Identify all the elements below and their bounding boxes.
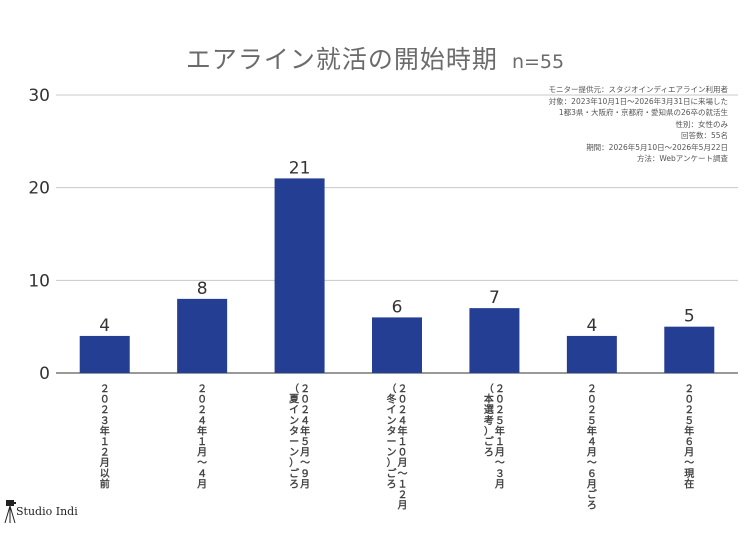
data-label: 7 — [489, 288, 500, 308]
x-tick-label: ２０２５年１月〜３月 — [494, 383, 505, 490]
data-label: 6 — [392, 297, 403, 317]
logo-text: Studio Indi — [16, 505, 78, 518]
camera-tripod-icon — [4, 500, 16, 524]
y-tick-label: 30 — [28, 86, 50, 106]
survey-note: 回答数：55名 — [680, 131, 728, 140]
data-label: 4 — [99, 316, 110, 336]
x-tick-label: ２０２４年１０月〜１２月 — [397, 383, 408, 512]
survey-note: 期間：2026年5月10日〜2026年5月22日 — [586, 142, 728, 152]
survey-note: モニター提供元：スタジオインディエアライン利用者 — [548, 85, 728, 94]
bar — [469, 308, 520, 373]
chart-title: エアライン就活の開始時期 — [185, 45, 498, 74]
bar — [566, 335, 617, 373]
bar — [177, 298, 228, 373]
y-tick-label: 20 — [28, 179, 50, 199]
survey-notes: モニター提供元：スタジオインディエアライン利用者 対象：2023年10月1日〜2… — [549, 84, 728, 165]
x-tick-label: （夏インターン）ごろ — [288, 382, 300, 490]
x-tick-label: ２０２４年５月〜９月 — [299, 383, 310, 490]
studio-logo: Studio Indi — [4, 498, 99, 526]
bar — [274, 178, 325, 373]
sample-size: n=55 — [511, 51, 565, 73]
data-label: 4 — [586, 316, 597, 336]
x-tick-label: （冬インターン）ごろ — [387, 382, 398, 490]
survey-note: 方法：Webアンケート調査 — [636, 154, 728, 163]
y-tick-label: 0 — [39, 364, 50, 384]
chart-header: エアライン就活の開始時期 n=55 — [0, 40, 750, 76]
bar — [79, 335, 130, 373]
x-tick-label: （本選考）ごろ — [484, 382, 495, 459]
bar — [664, 326, 715, 373]
x-tick-label: ２０２５年４月〜６月ごろ — [586, 383, 598, 512]
y-tick-label: 10 — [28, 271, 50, 291]
survey-note: 性別：女性のみ — [675, 119, 729, 129]
data-label: 21 — [289, 158, 311, 178]
survey-note: 1都3県・大阪府・京都府・愛知県の26卒の就活生 — [558, 108, 728, 117]
data-label: 8 — [197, 279, 208, 299]
x-tick-label: ２０２４年１月〜４月 — [196, 383, 207, 490]
survey-note: 対象：2023年10月1日〜2026年3月31日に来場した — [548, 96, 728, 106]
x-tick-label: ２０２５年６月〜現在 — [683, 383, 694, 490]
bar — [372, 317, 422, 373]
data-label: 5 — [684, 307, 695, 327]
x-tick-label: ２０２３年１２月以前 — [99, 383, 110, 490]
